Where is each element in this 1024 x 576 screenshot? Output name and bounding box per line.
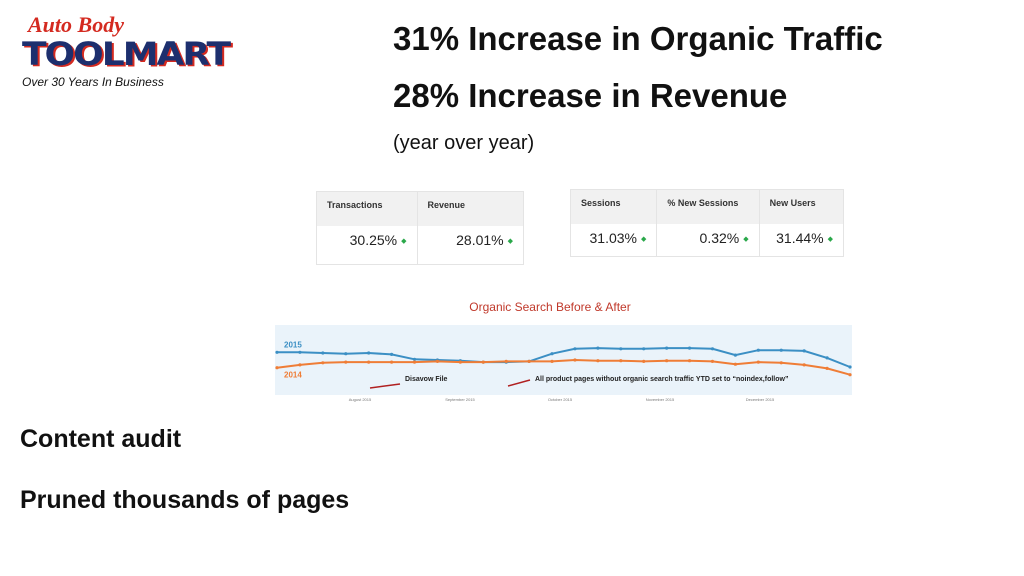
- point: [344, 352, 348, 356]
- point: [802, 349, 806, 353]
- note: (year over year): [393, 132, 535, 154]
- header: Sessions: [571, 190, 657, 224]
- point: [390, 352, 394, 356]
- headline: 31% Increase in Organic Traffic: [393, 20, 883, 57]
- value: 30.25%: [317, 226, 417, 254]
- bullet: Content audit: [20, 425, 182, 453]
- point: [825, 356, 829, 360]
- series-line: [277, 347, 851, 368]
- point: [321, 351, 325, 355]
- point: [458, 360, 462, 364]
- header: New Users: [759, 190, 843, 224]
- bullet: Pruned thousands of pages: [20, 486, 350, 514]
- point: [756, 360, 760, 364]
- point: [848, 365, 852, 369]
- point: [710, 347, 715, 351]
- x-tick-label: November 2015: [646, 397, 675, 402]
- point: [298, 363, 302, 367]
- annotation: Disavow File: [405, 376, 448, 383]
- logo: Auto Body TOOLMART Over 30 Years In Busi…: [20, 12, 231, 92]
- x-tick-label: August 2015: [349, 397, 372, 402]
- point: [275, 350, 279, 354]
- header: % New Sessions: [657, 190, 759, 224]
- point: [367, 360, 371, 364]
- point: [481, 360, 485, 364]
- value: 0.32%: [657, 224, 758, 252]
- point: [733, 362, 737, 366]
- point: [390, 360, 394, 364]
- series-line: [276, 358, 851, 376]
- logo-tagline: Over 30 Years In Business: [22, 75, 164, 89]
- point: [435, 359, 440, 363]
- header: Transactions: [317, 192, 417, 226]
- point: [275, 366, 279, 370]
- point: [642, 359, 646, 363]
- value: 31.44%: [760, 224, 843, 252]
- point: [412, 357, 417, 361]
- point: [825, 366, 829, 370]
- point: [642, 347, 646, 351]
- logo-script: Auto Body: [28, 12, 124, 37]
- header: Revenue: [417, 192, 523, 226]
- point: [665, 359, 669, 363]
- point: [779, 361, 783, 365]
- series-label: 2014: [284, 371, 302, 380]
- x-tick-label: September 2015: [445, 397, 475, 402]
- series-label: 2015: [284, 340, 302, 349]
- point: [665, 346, 669, 350]
- logo-wordmark: TOOLMART: [22, 36, 231, 73]
- point: [412, 360, 417, 364]
- point: [596, 359, 600, 363]
- annotation: All product pages without organic search…: [535, 376, 788, 383]
- point: [619, 359, 623, 363]
- point: [802, 363, 806, 367]
- point: [779, 348, 783, 352]
- point: [298, 350, 302, 354]
- point: [687, 359, 692, 363]
- point: [550, 359, 554, 363]
- point: [687, 346, 692, 350]
- point: [504, 359, 508, 363]
- point: [619, 347, 623, 351]
- point: [527, 359, 531, 363]
- arrow: [369, 383, 401, 389]
- point: [550, 352, 554, 356]
- point: [344, 360, 348, 364]
- point: [573, 347, 577, 351]
- x-tick-label: December 2015: [746, 397, 775, 402]
- x-tick-label: October 2015: [548, 397, 573, 402]
- point: [367, 351, 371, 355]
- point: [733, 353, 737, 357]
- point: [321, 361, 325, 365]
- point: [848, 373, 852, 377]
- value: 28.01%: [418, 226, 523, 254]
- point: [573, 358, 577, 362]
- chart-title: Organic Search Before & After: [469, 300, 630, 314]
- chart: Organic Search Before & After 2015 2014 D…: [275, 300, 852, 402]
- point: [756, 348, 760, 352]
- headline: 28% Increase in Revenue: [393, 77, 788, 114]
- point: [710, 359, 715, 363]
- point: [596, 346, 600, 350]
- value: 31.03%: [571, 224, 656, 252]
- arrow: [507, 379, 531, 387]
